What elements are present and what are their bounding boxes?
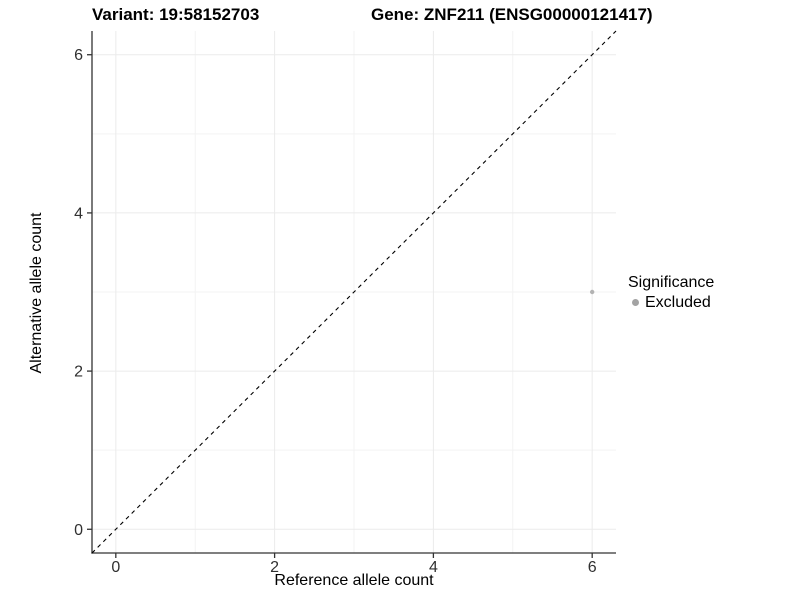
y-axis-title: Alternative allele count xyxy=(28,212,45,374)
legend-title: Significance xyxy=(628,274,715,291)
y-tick-label: 6 xyxy=(74,47,83,64)
data-point xyxy=(589,289,595,295)
x-tick-label: 0 xyxy=(111,559,120,576)
x-axis-title: Reference allele count xyxy=(274,572,434,589)
x-tick-label: 6 xyxy=(588,559,597,576)
legend: Significance Excluded xyxy=(628,273,714,312)
x-tick-label: 4 xyxy=(429,559,438,576)
y-tick-label: 0 xyxy=(74,522,83,539)
identity-dashed-line xyxy=(91,30,617,554)
y-tick-label: 2 xyxy=(74,364,83,381)
plot-title-gene: Gene: ZNF211 (ENSG00000121417) xyxy=(371,5,653,24)
legend-point-icon xyxy=(632,299,639,306)
plot-title-variant: Variant: 19:58152703 xyxy=(92,5,260,24)
x-tick-label: 2 xyxy=(270,559,279,576)
legend-item-excluded: Excluded xyxy=(628,293,714,312)
y-tick-label: 4 xyxy=(74,205,83,222)
legend-item-label: Excluded xyxy=(645,294,711,311)
